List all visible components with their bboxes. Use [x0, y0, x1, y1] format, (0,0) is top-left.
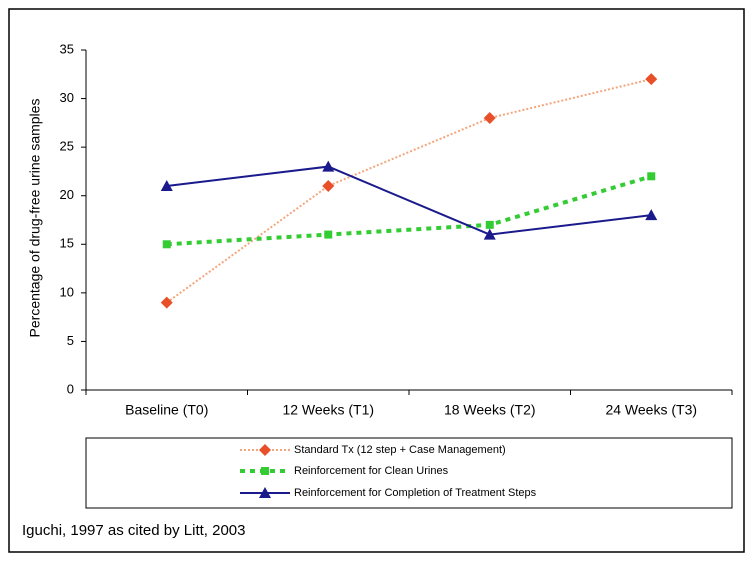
marker [647, 172, 656, 181]
y-tick-label: 25 [60, 139, 74, 154]
marker [162, 240, 171, 249]
legend-label: Reinforcement for Completion of Treatmen… [294, 487, 537, 499]
legend-label: Standard Tx (12 step + Case Management) [294, 444, 506, 456]
series-line [166, 165, 652, 236]
x-tick-label: 24 Weeks (T3) [605, 402, 697, 418]
marker [483, 112, 496, 124]
marker [483, 228, 496, 240]
legend-box [85, 437, 733, 509]
legend-label: Reinforcement for Clean Urines [294, 465, 449, 477]
x-tick-label: 12 Weeks (T1) [282, 402, 374, 418]
y-tick-label: 5 [67, 333, 74, 348]
marker [324, 230, 333, 239]
marker [160, 296, 173, 309]
marker [160, 180, 173, 191]
marker [485, 220, 494, 229]
y-tick-label: 10 [60, 284, 74, 299]
y-tick-label: 0 [67, 381, 74, 396]
series-line [166, 78, 652, 304]
marker [645, 73, 658, 86]
y-tick-label: 15 [60, 236, 74, 251]
y-tick-label: 30 [60, 90, 74, 105]
legend-marker [261, 467, 269, 475]
x-tick-label: Baseline (T0) [125, 402, 208, 418]
legend-marker [259, 444, 271, 456]
note: Iguchi, 1997 as cited by Litt, 2003 [22, 522, 245, 539]
y-tick-label: 35 [60, 41, 74, 56]
x-tick-label: 18 Weeks (T2) [444, 402, 536, 418]
y-axis-label: Percentage of drug-free urine samples [27, 99, 43, 338]
series-line [166, 174, 652, 247]
marker [322, 160, 335, 172]
legend-marker [259, 487, 271, 498]
marker [322, 180, 335, 192]
marker [645, 209, 658, 221]
y-tick-label: 20 [60, 187, 74, 202]
